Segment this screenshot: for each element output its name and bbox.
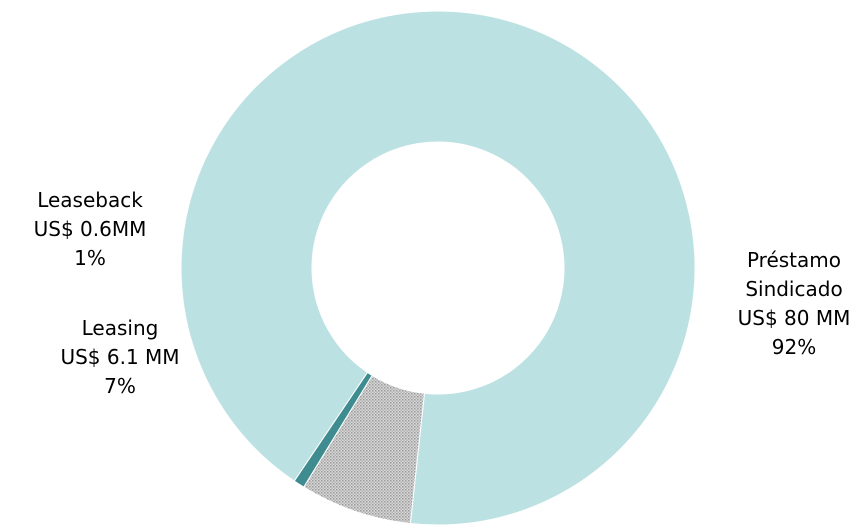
slice-label-prestamo-line-4: 92%: [771, 335, 817, 359]
slice-label-leasing: Leasing US$ 6.1 MM 7%: [40, 314, 200, 401]
slice-label-leaseback-line-3: 1%: [74, 246, 106, 270]
slice-label-prestamo-line-3: US$ 80 MM: [737, 306, 851, 330]
slice-label-prestamo: Préstamo Sindicado US$ 80 MM 92%: [724, 246, 864, 362]
slice-label-leasing-line-1: Leasing: [81, 316, 159, 340]
slice-label-leaseback-line-1: Leaseback: [37, 188, 143, 212]
slice-label-leasing-line-3: 7%: [104, 374, 136, 398]
slice-label-prestamo-line-2: Sindicado: [745, 277, 843, 301]
slice-label-leaseback: Leaseback US$ 0.6MM 1%: [0, 186, 180, 273]
slice-label-prestamo-line-1: Préstamo: [746, 248, 842, 272]
donut-slice-leaseback: [293, 371, 373, 488]
slice-label-leasing-line-2: US$ 6.1 MM: [60, 345, 180, 369]
donut-slice-prestamo: [180, 10, 696, 525]
slice-label-leaseback-line-2: US$ 0.6MM: [33, 217, 147, 241]
